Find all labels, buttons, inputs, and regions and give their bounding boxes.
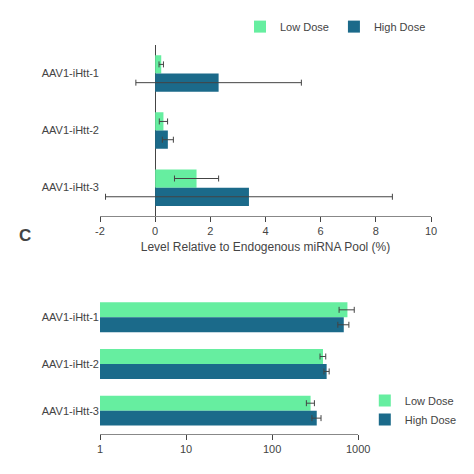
svg-text:6: 6 <box>318 225 324 237</box>
svg-text:High Dose: High Dose <box>405 414 456 426</box>
svg-text:4: 4 <box>262 225 268 237</box>
svg-text:AAV1-iHtt-1: AAV1-iHtt-1 <box>42 67 99 79</box>
svg-text:100: 100 <box>263 443 281 455</box>
svg-text:Low Dose: Low Dose <box>405 395 454 407</box>
svg-text:10: 10 <box>180 443 192 455</box>
svg-text:1000: 1000 <box>346 443 370 455</box>
svg-text:-2: -2 <box>95 225 105 237</box>
svg-text:1: 1 <box>97 443 103 455</box>
svg-text:8: 8 <box>373 225 379 237</box>
svg-text:2: 2 <box>207 225 213 237</box>
svg-text:AAV1-iHtt-3: AAV1-iHtt-3 <box>42 405 99 417</box>
svg-text:C: C <box>19 226 31 245</box>
svg-text:High Dose: High Dose <box>374 21 425 33</box>
svg-text:Level Relative to Endogenous m: Level Relative to Endogenous miRNA Pool … <box>141 240 390 254</box>
svg-text:AAV1-iHtt-2: AAV1-iHtt-2 <box>42 358 99 370</box>
svg-text:AAV1-iHtt-1: AAV1-iHtt-1 <box>42 311 99 323</box>
svg-text:AAV1-iHtt-2: AAV1-iHtt-2 <box>42 124 99 136</box>
svg-text:Low Dose: Low Dose <box>280 21 329 33</box>
svg-text:0: 0 <box>152 225 158 237</box>
svg-text:10: 10 <box>425 225 437 237</box>
svg-text:AAV1-iHtt-3: AAV1-iHtt-3 <box>42 181 99 193</box>
